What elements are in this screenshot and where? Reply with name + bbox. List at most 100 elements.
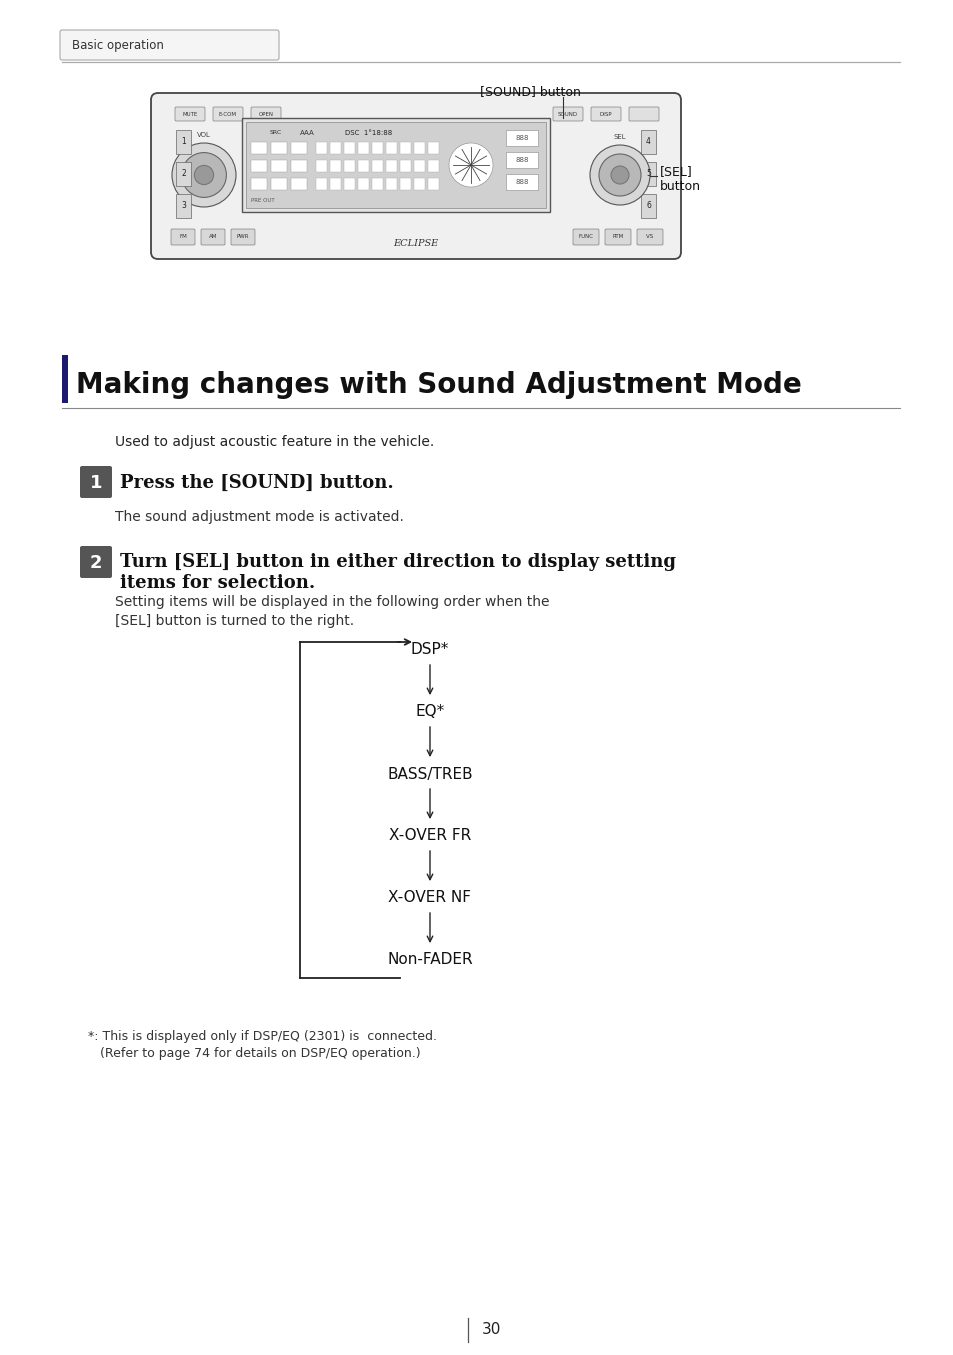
FancyBboxPatch shape <box>151 93 680 259</box>
FancyBboxPatch shape <box>201 229 225 245</box>
Text: BASS/TREB: BASS/TREB <box>387 767 473 782</box>
FancyBboxPatch shape <box>80 466 112 499</box>
Bar <box>640 130 656 154</box>
Bar <box>315 178 327 190</box>
Text: SEL: SEL <box>613 134 626 140</box>
Bar <box>246 122 545 209</box>
Text: [SOUND] button: [SOUND] button <box>479 85 580 99</box>
Bar <box>386 142 396 154</box>
Text: DSC  1°18:88: DSC 1°18:88 <box>345 130 392 136</box>
Text: Making changes with Sound Adjustment Mode: Making changes with Sound Adjustment Mod… <box>76 371 801 398</box>
Bar <box>251 160 267 172</box>
Text: Basic operation: Basic operation <box>71 39 164 53</box>
Bar <box>414 178 424 190</box>
Text: DISP: DISP <box>599 111 612 117</box>
Text: 5: 5 <box>645 169 650 179</box>
Bar <box>330 178 340 190</box>
Text: 3: 3 <box>181 202 186 210</box>
Text: X-OVER NF: X-OVER NF <box>388 890 471 905</box>
Text: button: button <box>659 179 700 192</box>
Text: E-COM: E-COM <box>219 111 236 117</box>
FancyBboxPatch shape <box>573 229 598 245</box>
Bar <box>271 142 287 154</box>
Bar <box>330 142 340 154</box>
Bar <box>330 160 340 172</box>
Circle shape <box>610 167 628 184</box>
Bar <box>505 152 537 168</box>
Text: 2: 2 <box>181 169 186 179</box>
Bar <box>271 178 287 190</box>
Circle shape <box>172 144 235 207</box>
Bar <box>372 160 382 172</box>
Text: 4: 4 <box>645 137 650 146</box>
Bar <box>242 118 550 211</box>
Text: ECLIPSE: ECLIPSE <box>393 240 438 248</box>
Circle shape <box>449 144 493 187</box>
Bar <box>175 194 191 218</box>
Bar <box>62 355 68 402</box>
Bar <box>251 142 267 154</box>
Bar <box>175 163 191 186</box>
Bar <box>414 160 424 172</box>
Bar <box>357 178 369 190</box>
Text: AM: AM <box>209 234 217 240</box>
Bar <box>505 173 537 190</box>
Bar <box>251 178 267 190</box>
Bar <box>315 160 327 172</box>
Bar <box>386 178 396 190</box>
Bar <box>372 142 382 154</box>
Text: PRE OUT: PRE OUT <box>251 198 274 203</box>
Text: The sound adjustment mode is activated.: The sound adjustment mode is activated. <box>115 509 403 524</box>
Bar <box>428 160 438 172</box>
Circle shape <box>181 153 226 198</box>
Text: RTM: RTM <box>612 234 623 240</box>
Bar <box>386 160 396 172</box>
Text: 2: 2 <box>90 554 102 572</box>
Bar <box>640 163 656 186</box>
Text: VOL: VOL <box>197 131 211 138</box>
FancyBboxPatch shape <box>60 30 278 60</box>
Text: 30: 30 <box>481 1322 501 1337</box>
Bar <box>372 178 382 190</box>
Bar <box>291 178 307 190</box>
Text: EQ*: EQ* <box>415 705 444 720</box>
FancyBboxPatch shape <box>251 107 281 121</box>
Bar <box>399 160 411 172</box>
Text: Setting items will be displayed in the following order when the: Setting items will be displayed in the f… <box>115 595 549 608</box>
Bar <box>640 194 656 218</box>
Text: FUNC: FUNC <box>578 234 593 240</box>
Bar <box>271 160 287 172</box>
Bar <box>344 178 355 190</box>
Text: SOUND: SOUND <box>558 111 578 117</box>
FancyBboxPatch shape <box>590 107 620 121</box>
FancyBboxPatch shape <box>174 107 205 121</box>
FancyBboxPatch shape <box>637 229 662 245</box>
Bar <box>505 130 537 146</box>
FancyBboxPatch shape <box>231 229 254 245</box>
Bar <box>344 142 355 154</box>
Circle shape <box>598 154 640 196</box>
Bar <box>399 178 411 190</box>
Bar <box>357 142 369 154</box>
FancyBboxPatch shape <box>628 107 659 121</box>
Text: 6: 6 <box>645 202 650 210</box>
Text: *: This is displayed only if DSP/EQ (2301) is  connected.: *: This is displayed only if DSP/EQ (230… <box>88 1030 436 1043</box>
Bar <box>414 142 424 154</box>
FancyBboxPatch shape <box>80 546 112 579</box>
Text: Used to adjust acoustic feature in the vehicle.: Used to adjust acoustic feature in the v… <box>115 435 434 449</box>
Text: Turn [SEL] button in either direction to display setting: Turn [SEL] button in either direction to… <box>120 553 676 570</box>
Text: SRC: SRC <box>270 130 282 136</box>
Text: (Refer to page 74 for details on DSP/EQ operation.): (Refer to page 74 for details on DSP/EQ … <box>88 1047 420 1060</box>
FancyBboxPatch shape <box>553 107 582 121</box>
Text: [SEL] button is turned to the right.: [SEL] button is turned to the right. <box>115 614 354 627</box>
Text: DSP*: DSP* <box>411 642 449 657</box>
Text: 888: 888 <box>515 136 528 141</box>
Bar <box>428 142 438 154</box>
Bar <box>344 160 355 172</box>
FancyBboxPatch shape <box>604 229 630 245</box>
Text: 888: 888 <box>515 157 528 163</box>
Text: V.S: V.S <box>645 234 654 240</box>
FancyBboxPatch shape <box>171 229 194 245</box>
Bar <box>175 130 191 154</box>
Text: Press the [SOUND] button.: Press the [SOUND] button. <box>120 474 394 492</box>
